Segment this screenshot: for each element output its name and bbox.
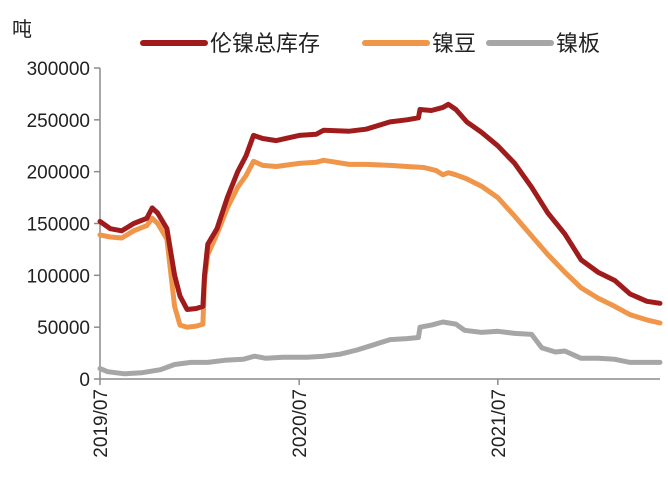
x-tick-label: 2021/07	[489, 389, 510, 458]
x-axis: 2019/07 2020/07 2021/07	[91, 378, 660, 458]
y-tick-label: 0	[79, 370, 90, 391]
y-tick-label: 200000	[27, 163, 90, 184]
chart-series	[97, 101, 663, 377]
series-line-0	[97, 101, 663, 312]
y-tick-label: 250000	[27, 111, 90, 132]
legend-label-1: 镍豆	[432, 32, 476, 57]
y-tick-label: 100000	[27, 266, 90, 287]
chart-legend: 伦镍总库存 镍豆 镍板	[140, 32, 600, 57]
x-tick-label: 2020/07	[290, 389, 311, 458]
legend-label-0: 伦镍总库存	[210, 32, 320, 57]
x-tick-label: 2019/07	[91, 389, 112, 458]
legend-label-2: 镍板	[556, 32, 600, 57]
y-tick-label: 150000	[27, 215, 90, 236]
series-line-2	[97, 319, 663, 377]
y-tick-label: 300000	[27, 59, 90, 80]
y-tick-label: 50000	[37, 318, 90, 339]
y-axis: 0 50000 100000 150000 200000 250000 300000	[27, 59, 101, 391]
series-line-1	[97, 157, 663, 330]
y-axis-unit-label: 吨	[12, 17, 32, 41]
